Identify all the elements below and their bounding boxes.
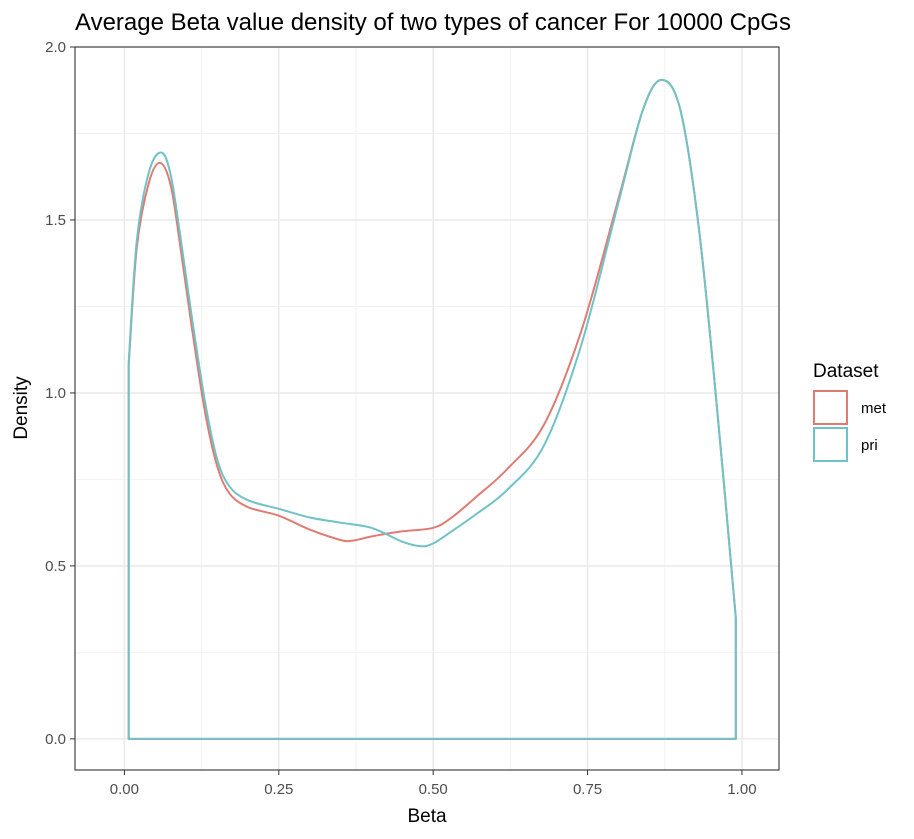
legend: Dataset met pri bbox=[813, 361, 887, 462]
plot-panel bbox=[75, 47, 779, 770]
y-tick-label: 2.0 bbox=[45, 39, 66, 56]
y-axis-title: Density bbox=[11, 376, 32, 440]
legend-key-met bbox=[813, 390, 848, 425]
y-tick-label: 1.0 bbox=[45, 385, 66, 402]
y-tick-label: 1.5 bbox=[45, 212, 66, 229]
series-layer bbox=[127, 78, 737, 740]
x-axis-title: Beta bbox=[407, 806, 447, 827]
x-tick-label: 0.25 bbox=[264, 781, 293, 798]
chart-title: Average Beta value density of two types … bbox=[75, 9, 791, 36]
x-tick-label: 0.50 bbox=[419, 781, 448, 798]
legend-key-pri bbox=[813, 427, 848, 462]
axes: 0.00 0.25 0.50 0.75 1.00 0.0 0.5 1.0 1.5 2.0 bbox=[45, 39, 756, 798]
series-line-pri bbox=[127, 78, 737, 740]
panel-border bbox=[74, 46, 780, 771]
x-tick-label: 1.00 bbox=[727, 781, 756, 798]
legend-title: Dataset bbox=[813, 361, 879, 382]
x-tick-label: 0.00 bbox=[110, 781, 139, 798]
legend-label-pri: pri bbox=[861, 437, 878, 454]
legend-label-met: met bbox=[861, 400, 887, 417]
y-tick-label: 0.0 bbox=[45, 731, 66, 748]
y-tick-label: 0.5 bbox=[45, 558, 66, 575]
x-tick-label: 0.75 bbox=[573, 781, 602, 798]
